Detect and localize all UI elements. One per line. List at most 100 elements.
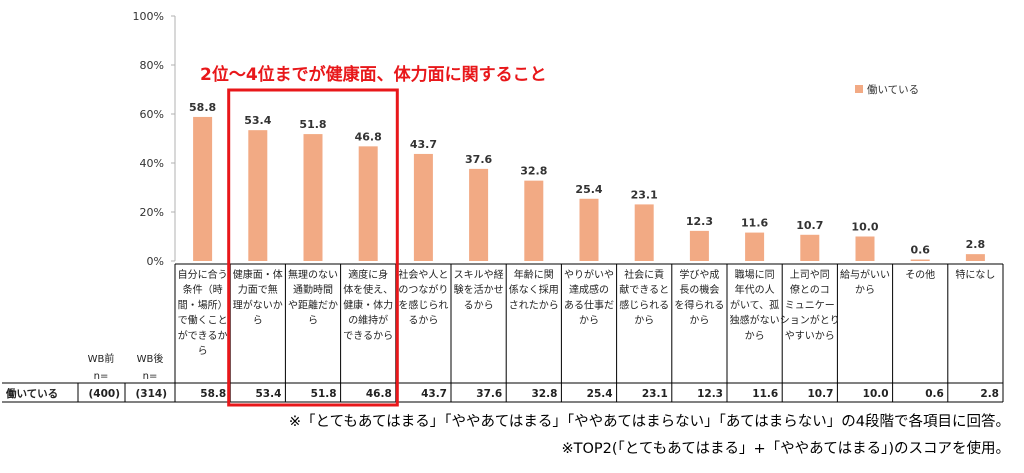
bar-value-label: 53.4 [244,114,271,127]
category-label-line: 上司や同 [790,269,830,281]
category-label-line: を得られる [674,299,724,311]
category-label-line: から [855,284,875,296]
category-label-line: 条件（時 [183,283,223,296]
bar [193,116,213,261]
wb-after-n-label: n= [143,371,158,382]
category-label-line: ら [253,315,263,327]
table-row-label: 働いている [5,387,58,400]
category-label: やりがいや達成感のある仕事だから [564,268,614,327]
category-label: 適度に身体を使え、健康・体力の維持ができるから [343,268,393,342]
category-label-line: やすいから [785,330,835,342]
category-label-line: 長の機会 [679,283,719,296]
category-label: 上司や同僚とのコミュニケーションがとりやすいから [780,269,840,342]
table-value-cell: 2.8 [980,388,999,400]
legend-swatch [855,85,863,93]
category-label-line: 社会や人と [398,268,448,281]
bar-value-label: 0.6 [910,244,930,257]
category-label-line: 年齢に関 [514,268,554,281]
category-label-line: ら [308,315,318,327]
bar [469,168,489,261]
bar [689,230,709,261]
category-label: 職場に同年代の人がいて、孤独感がないから [730,268,780,342]
category-label-line: 感じられる [619,298,669,311]
highlight-box [227,88,399,407]
category-label-line: 年代の人 [735,283,775,296]
y-tick-label: 100% [133,10,164,23]
category-label: 自分に合う条件（時間・場所） で働くことができるから [178,268,228,357]
category-label-line: ある仕事だ [564,298,614,311]
category-label-line: 健康・体力 [343,298,393,311]
table-value-cell: 43.7 [421,388,447,400]
bar-value-label: 43.7 [410,138,437,151]
category-label-line: されたから [509,299,559,311]
wb-after-n-value: (314) [135,388,167,400]
category-label-line: ションがとり [780,314,840,327]
bar-value-label: 2.8 [966,238,986,251]
wb-before-n-label: n= [94,371,109,382]
category-label-line: のつながり [398,283,448,296]
category-label-line: がいて、孤 [730,298,779,311]
table-value-cell: 10.0 [863,388,889,400]
y-tick-label: 60% [140,108,164,121]
bar [910,259,930,261]
wb-before-n-value: (400) [88,388,120,400]
bar [248,130,268,261]
category-label-line: 間・場所） [178,298,228,311]
table-value-cell: 58.8 [200,388,226,400]
wb-before-header: WB前 [88,352,115,365]
bar [413,153,433,261]
category-label-line: 社会に貢 [624,268,664,281]
category-label-line: 学びや成 [679,268,719,281]
bar-value-label: 10.7 [796,219,823,232]
category-label-line: るから [408,315,438,327]
category-label-line: 職場に同 [735,268,775,281]
category-label-line: から [689,315,709,327]
bar-value-label: 32.8 [520,165,547,178]
category-label-line: るから [464,299,494,311]
category-label-line: やりがいや [564,268,614,281]
category-label-line: ら [198,345,208,357]
category-label: その他 [905,268,935,281]
category-label: 特になし [955,269,995,281]
bar [965,254,985,261]
table-value-cell: 12.3 [697,388,723,400]
category-label-line: 験を活かせ [454,283,504,296]
category-label-line: 健康面・体 [233,268,283,281]
category-label-line: 献できると [619,283,669,296]
bar [358,146,378,261]
y-tick-label: 20% [140,206,164,219]
bar [579,198,599,261]
y-tick-label: 40% [140,157,164,170]
bar-value-label: 11.6 [741,217,768,230]
category-label-line: で働くこと [178,314,228,327]
category-label: 学びや成長の機会を得られるから [674,268,724,327]
table-value-cell: 11.6 [752,388,778,400]
category-label-line: スキルや経 [454,268,504,281]
category-label-line: 通勤時間 [293,283,333,296]
category-label-line: 独感がない [730,314,780,327]
bar-value-label: 10.0 [851,221,878,234]
bar-value-label: 58.8 [189,101,216,114]
table-value-cell: 23.1 [642,388,668,400]
table-value-cell: 46.8 [366,388,392,400]
table-value-cell: 10.7 [807,388,833,400]
category-label-line: 体を使え、 [343,283,393,296]
category-label-line: の維持が [348,314,388,327]
category-label-line: 達成感の [569,283,609,296]
category-label-line: 適度に身 [348,268,388,281]
legend-label: 働いている [867,83,919,96]
category-label-line: その他 [905,268,935,281]
category-label-line: を感じられ [398,298,448,311]
bar-value-label: 51.8 [299,118,326,131]
category-label-line: 力面で無 [238,283,278,296]
category-label-line: 給与がいい [840,268,890,281]
category-label: 無理のない通勤時間や距離だから [288,268,338,327]
bar [800,234,820,261]
category-label-line: ミュニケー [785,299,835,311]
category-label-line: 理がないか [233,298,283,311]
bar [524,180,544,261]
bar [855,236,875,261]
table-value-cell: 32.8 [531,388,557,400]
category-label: スキルや経験を活かせるから [454,268,504,311]
category-label-line: から [745,330,765,342]
